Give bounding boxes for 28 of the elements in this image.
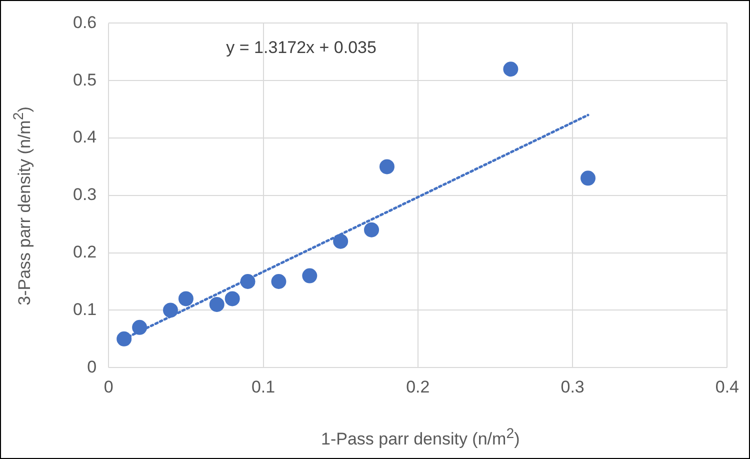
y-tick-label: 0.1	[72, 300, 97, 319]
x-tick-label: 0.4	[715, 377, 740, 396]
y-tick-label: 0	[87, 357, 97, 376]
y-tick-label: 0.6	[72, 12, 97, 32]
y-tick-label: 0.2	[72, 242, 97, 262]
point	[240, 274, 256, 289]
point	[224, 291, 240, 306]
y-tick-label: 0.5	[72, 70, 97, 90]
point	[116, 331, 132, 346]
point	[333, 234, 348, 249]
point	[162, 302, 178, 318]
x-tick-label: 0.3	[560, 377, 584, 396]
point	[209, 296, 224, 312]
point	[132, 320, 148, 335]
x-tick-label: 0.2	[406, 377, 430, 396]
y-tick-label: 0.3	[72, 185, 97, 204]
x-tick-label: 0.1	[251, 377, 276, 396]
x-axis-title: 1-Pass parr density (n/m$^{2}$)	[321, 426, 520, 450]
point	[379, 159, 394, 174]
point	[364, 222, 380, 238]
point	[178, 291, 194, 306]
y-tick-label: 0.4	[72, 128, 97, 147]
point	[271, 274, 286, 289]
annotation: y = 1.3172x + 0.035	[226, 38, 376, 57]
point	[302, 268, 318, 284]
point	[580, 170, 596, 186]
point	[503, 62, 518, 77]
x-tick-label: 0	[104, 377, 114, 396]
